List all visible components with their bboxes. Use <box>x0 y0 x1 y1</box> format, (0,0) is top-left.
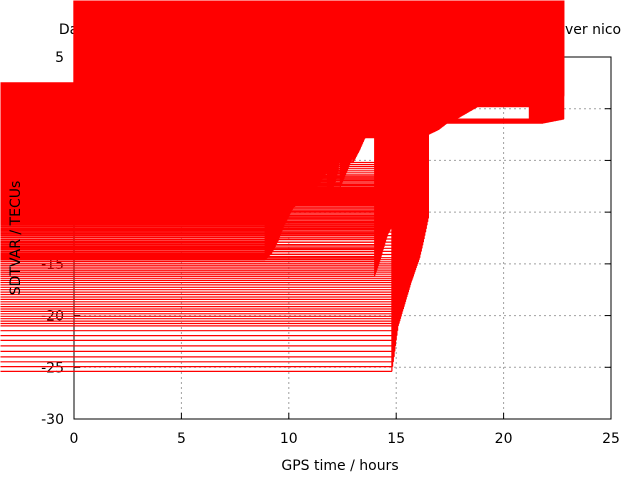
series-track-13 <box>0 0 565 124</box>
data-marker-trail <box>0 0 565 124</box>
x-tick-label: 25 <box>602 431 620 447</box>
x-tick-label: 0 <box>70 431 79 447</box>
x-tick-label: 10 <box>280 431 298 447</box>
x-axis-label: GPS time / hours <box>281 458 398 474</box>
y-tick-label: 5 <box>55 50 64 66</box>
y-tick-label: -25 <box>41 360 64 376</box>
y-tick-label: -30 <box>41 412 64 428</box>
x-tick-label: 20 <box>495 431 513 447</box>
data-marker-trail <box>0 0 429 372</box>
x-tick-label: 15 <box>387 431 405 447</box>
x-tick-label: 5 <box>177 431 186 447</box>
data-points <box>0 0 565 372</box>
y-axis-label: SDTVAR / TECUs <box>8 181 24 296</box>
series-track-15 <box>0 0 429 372</box>
